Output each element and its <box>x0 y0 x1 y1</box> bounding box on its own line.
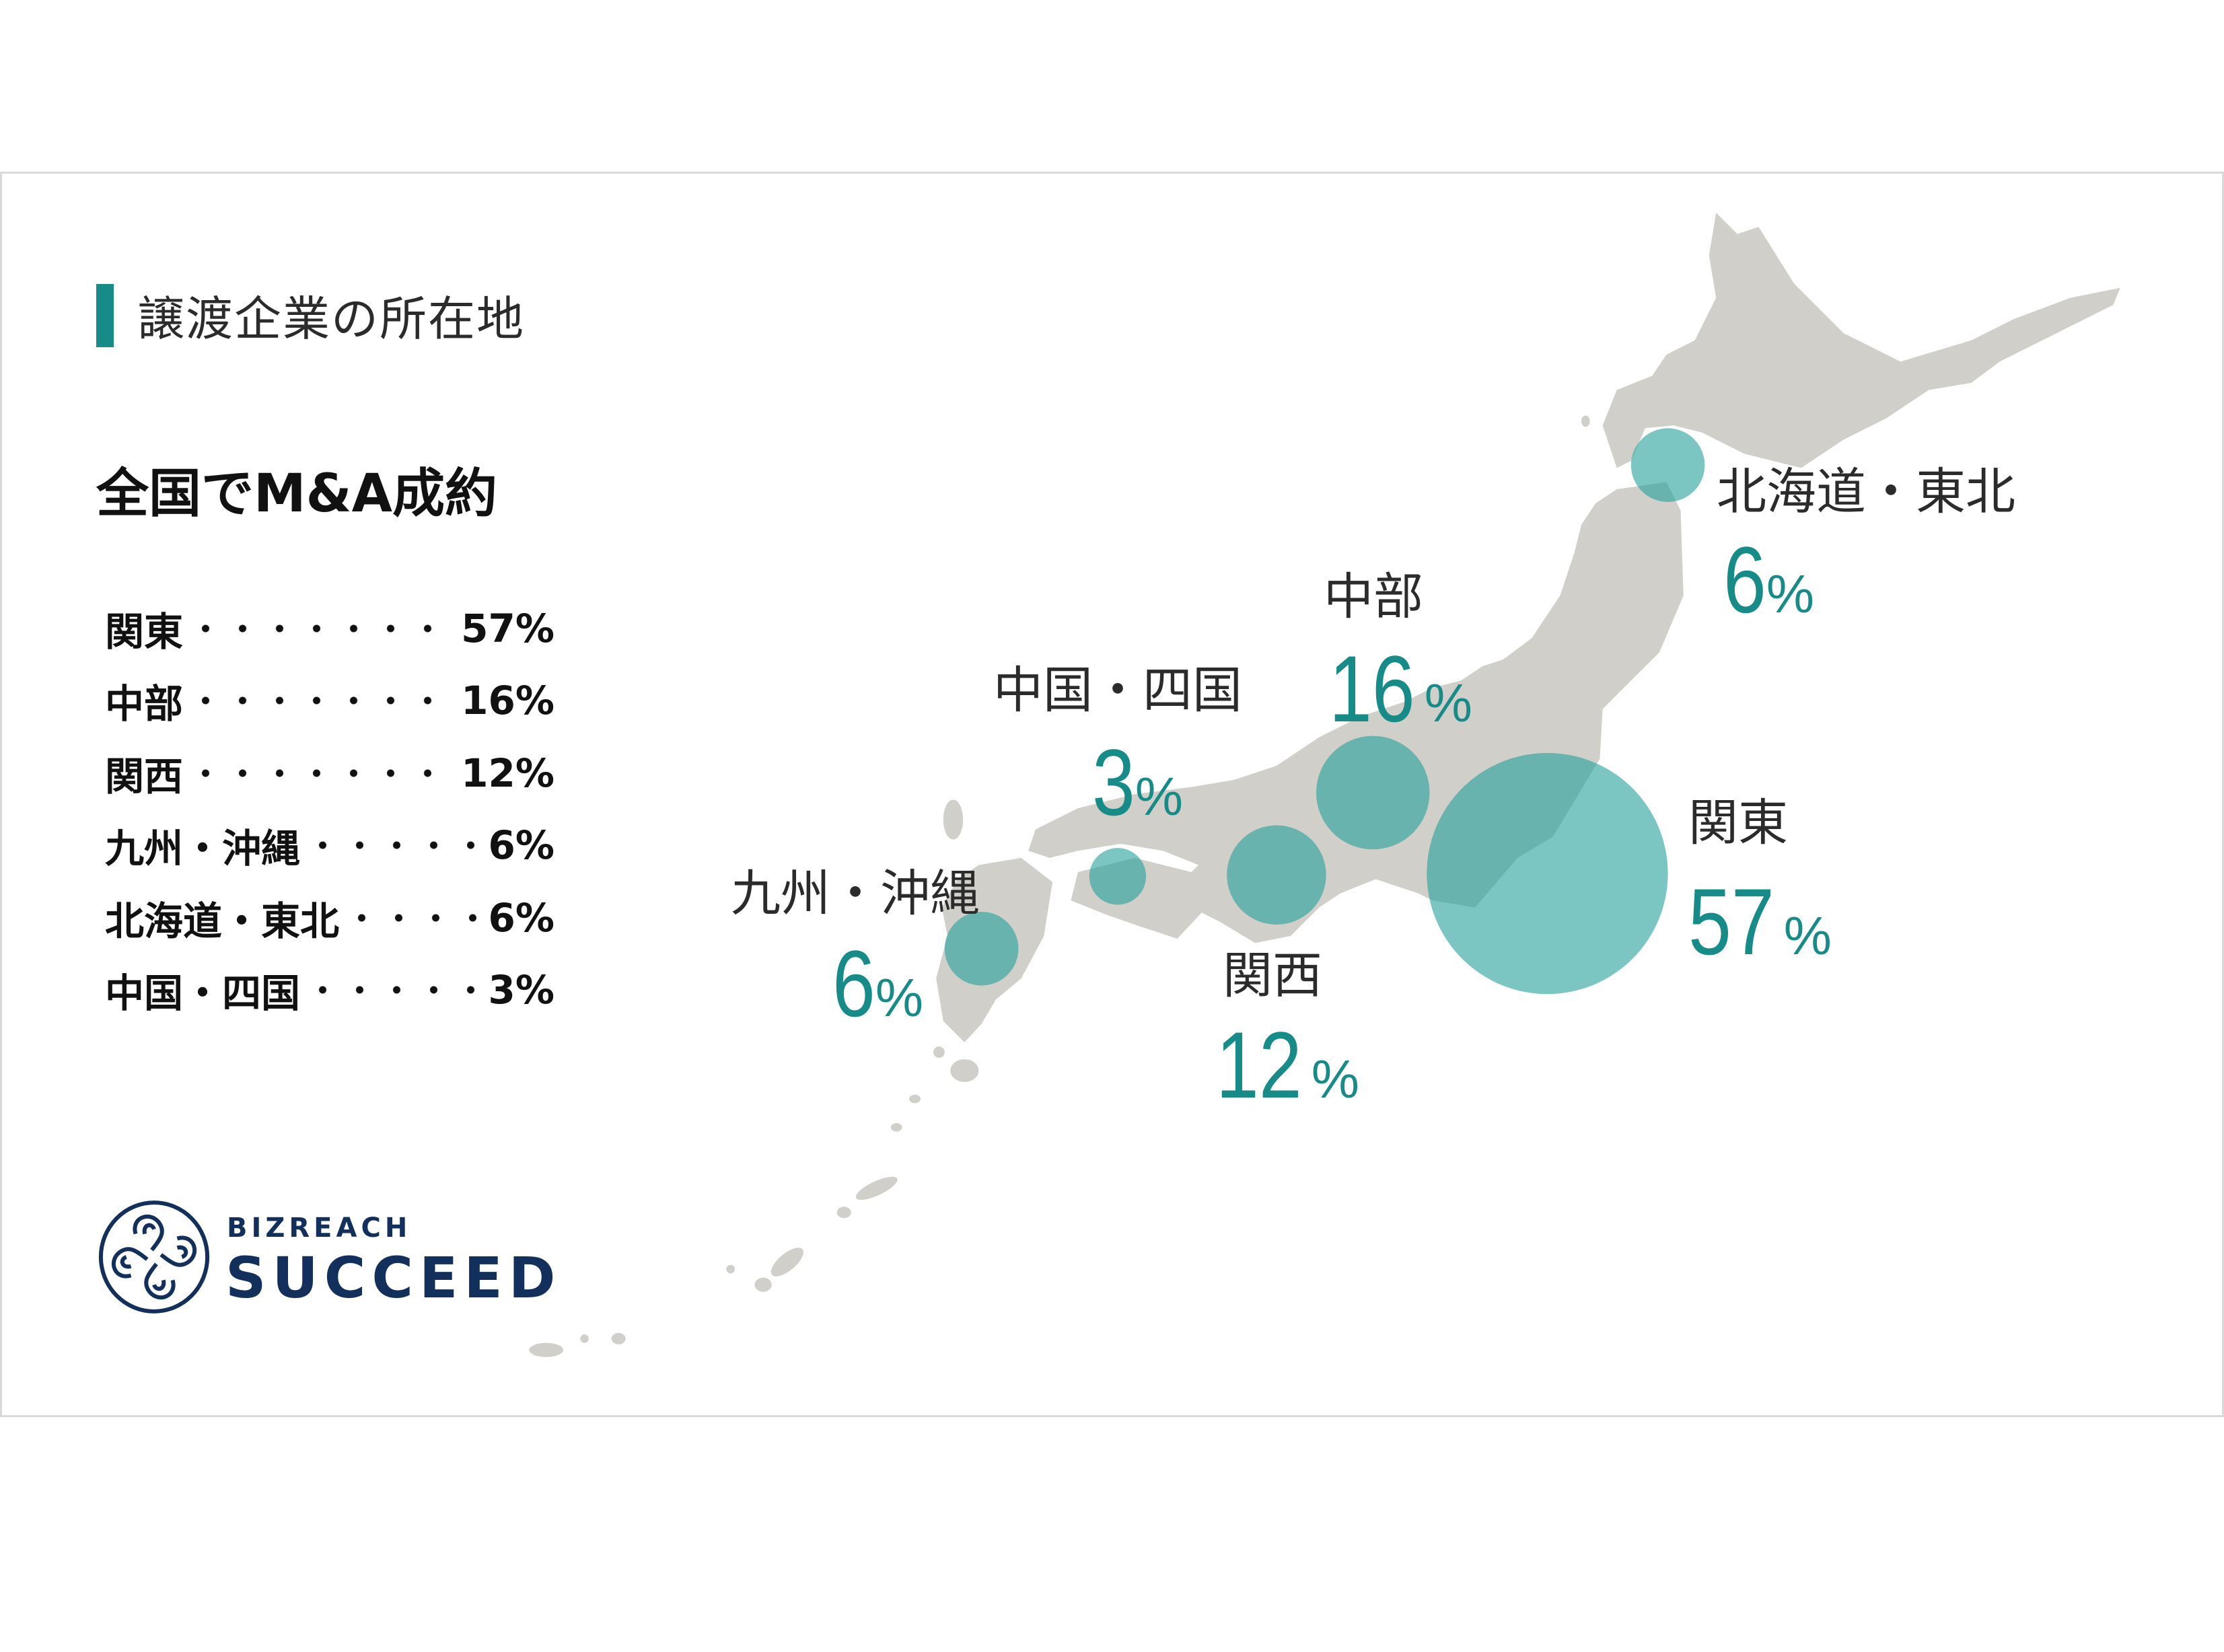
heading: 全国でM&A成約 <box>96 464 498 524</box>
region-value: 57% <box>461 605 554 651</box>
island <box>529 1342 563 1357</box>
region-bubbles <box>944 428 1705 995</box>
title-accent-bar <box>96 284 114 347</box>
list-item: 中国・四国 3% <box>105 954 554 1027</box>
value-unit: % <box>1135 766 1184 826</box>
island <box>836 1207 851 1219</box>
region-label: 中部 <box>105 681 184 727</box>
dot-leader <box>343 913 479 922</box>
value-number: 6 <box>832 931 875 1036</box>
island <box>933 1046 945 1058</box>
value-kansai: 12% <box>1216 1018 1359 1112</box>
dot-leader <box>304 986 479 995</box>
value-kyushu-okinawa: 6% <box>832 937 923 1031</box>
value-unit: % <box>1783 906 1832 966</box>
summary-list: 関東 57% 中部 16% 関西 12% 九州・沖縄 6% 北海道・東北 6% 中国・四国… <box>105 592 554 1026</box>
label-kyushu-okinawa: 九州・沖縄 <box>731 865 980 923</box>
region-value: 3% <box>488 967 554 1013</box>
region-label: 九州・沖縄 <box>105 826 301 872</box>
value-number: 57 <box>1688 869 1774 974</box>
value-unit: % <box>875 968 924 1028</box>
value-unit: % <box>1766 564 1815 624</box>
island <box>611 1332 626 1344</box>
content-frame <box>0 172 2224 1417</box>
value-number: 3 <box>1092 729 1135 835</box>
island <box>909 1094 921 1104</box>
dot-leader <box>304 841 479 850</box>
value-number: 6 <box>1723 527 1766 633</box>
value-number: 12 <box>1216 1012 1302 1118</box>
list-item: 関西 12% <box>105 737 554 810</box>
bubble-hokkaido-tohoku <box>1630 428 1705 502</box>
value-hokkaido-tohoku: 6% <box>1723 533 1814 627</box>
region-label: 中国・四国 <box>105 970 301 1017</box>
region-value: 6% <box>488 894 554 941</box>
label-chugoku-shikoku: 中国・四国 <box>993 661 1242 719</box>
region-label: 北海道・東北 <box>105 898 340 944</box>
dot-leader <box>187 624 452 633</box>
value-number: 16 <box>1329 636 1415 742</box>
label-kanto: 関東 <box>1688 794 1788 852</box>
value-unit: % <box>1311 1049 1359 1109</box>
value-chugoku-shikoku: 3% <box>1092 735 1183 830</box>
island <box>950 1059 979 1082</box>
island <box>580 1334 589 1343</box>
label-hokkaido-tohoku: 北海道・東北 <box>1717 463 2015 521</box>
list-item: 九州・沖縄 6% <box>105 810 554 882</box>
island <box>770 1248 803 1277</box>
region-value: 6% <box>488 822 554 869</box>
value-chubu: 16% <box>1329 642 1472 736</box>
label-kansai: 関西 <box>1223 947 1322 1005</box>
region-value: 12% <box>461 750 554 796</box>
bubble-chugoku-shikoku <box>1089 848 1147 905</box>
region-label: 関東 <box>105 608 184 655</box>
list-item: 関東 57% <box>105 592 554 665</box>
logo-brand-main: SUCCEED <box>225 1245 562 1311</box>
island <box>943 799 964 840</box>
hokkaido-shape <box>1602 213 2120 468</box>
list-item: 中部 16% <box>105 665 554 738</box>
dot-leader <box>187 696 452 705</box>
island <box>726 1264 735 1274</box>
region-label: 関西 <box>105 753 184 799</box>
bubble-kansai <box>1227 825 1326 925</box>
label-chubu: 中部 <box>1324 568 1423 626</box>
page-title: 譲渡企業の所在地 <box>137 291 525 347</box>
bubble-chubu <box>1316 735 1430 850</box>
dot-leader <box>187 768 452 777</box>
island <box>855 1176 898 1200</box>
island <box>754 1277 772 1292</box>
island <box>890 1122 902 1132</box>
bubble-kyushu-okinawa <box>944 911 1019 986</box>
value-kanto: 57% <box>1688 875 1832 969</box>
bizreach-succeed-logo-icon <box>98 1200 210 1314</box>
list-item: 北海道・東北 6% <box>105 882 554 954</box>
logo-brand-top: BIZREACH <box>227 1213 412 1244</box>
value-unit: % <box>1424 673 1472 733</box>
island <box>1581 415 1590 427</box>
bubble-kanto <box>1427 752 1668 995</box>
region-value: 16% <box>461 678 554 724</box>
